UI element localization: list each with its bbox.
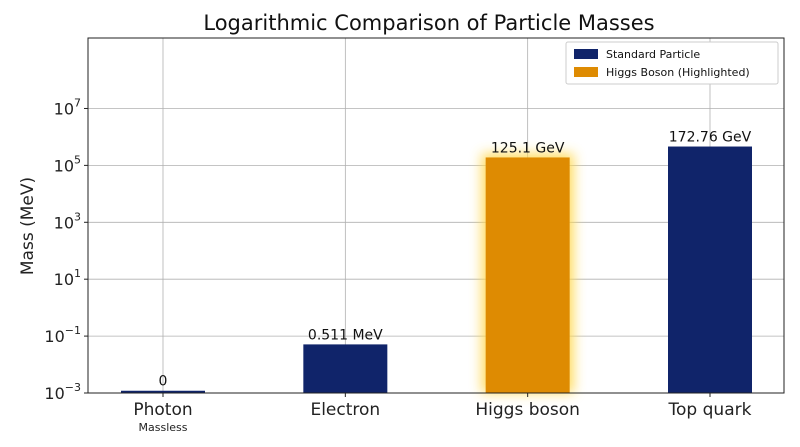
y-tick-label: 10−3: [44, 381, 81, 403]
legend-box: [565, 41, 779, 85]
legend-swatch: [574, 67, 598, 77]
data-label: 125.1 GeV: [491, 140, 565, 156]
x-tick-label: Top quark: [668, 400, 752, 420]
x-tick-label: Photon: [133, 400, 192, 420]
data-labels: 0 0.511 MeV 125.1 GeV 172.76 GeV: [159, 130, 752, 390]
bar-higgs-boson: [485, 157, 570, 393]
y-tick-label: 107: [54, 96, 81, 118]
legend-entry: Higgs Boson (Highlighted): [606, 66, 750, 79]
data-label: 172.76 GeV: [669, 130, 752, 146]
bar-photon: [121, 390, 205, 393]
x-tick-sublabel: Massless: [139, 421, 188, 434]
bars: [121, 146, 752, 393]
x-tick-label: Higgs boson: [475, 400, 580, 420]
legend-swatch: [574, 49, 598, 59]
data-label: 0.511 MeV: [308, 327, 383, 343]
bar-electron: [303, 344, 388, 393]
legend-entry: Standard Particle: [606, 48, 700, 61]
legend: Standard Particle Higgs Boson (Highlighte…: [565, 41, 779, 85]
y-tick-label: 103: [54, 210, 81, 232]
y-tick-label: 105: [54, 153, 81, 175]
chart-title: Logarithmic Comparison of Particle Masse…: [203, 11, 654, 35]
data-label: 0: [159, 374, 168, 390]
x-tick-label: Electron: [310, 400, 380, 420]
bar-top-quark: [668, 146, 752, 393]
plot-frame: [87, 37, 785, 394]
y-tick-label: 101: [54, 267, 81, 289]
y-tick-label: 10−1: [44, 324, 81, 346]
y-axis-label: Mass (MeV): [18, 177, 38, 275]
